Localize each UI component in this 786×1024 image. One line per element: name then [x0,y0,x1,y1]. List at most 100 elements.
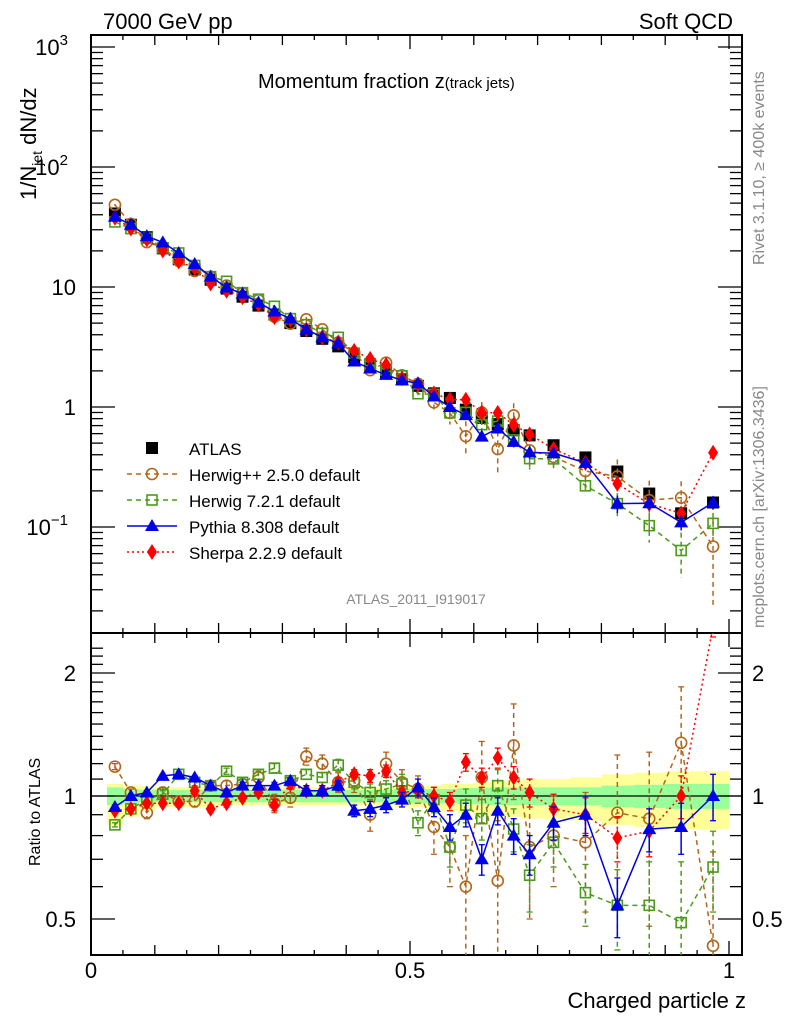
data-point [508,416,519,433]
ratio-point [428,788,439,804]
data-point [476,404,487,421]
tick-base: 1 [64,395,76,420]
ylabel-post: dN/dz [16,87,41,151]
ratio-point [173,795,184,812]
ratio-point [492,749,503,766]
ratio-point [108,760,122,773]
legend-label: Herwig++ 2.5.0 default [189,466,360,485]
ratio-point [546,815,561,828]
ratio-point [444,793,455,810]
ratio-point [269,797,280,814]
x-tick-label: 0 [85,958,97,983]
legend-label: Sherpa 2.2.9 default [189,544,342,563]
ratio-point [109,819,121,831]
data-point [139,229,154,242]
data-point [474,429,489,442]
data-point [426,389,441,402]
ratio-point [674,819,689,832]
ratio-point [712,633,714,635]
ratio-point [474,852,489,865]
data-point [578,455,593,468]
ratio-point [187,770,202,783]
plot-title: Momentum fraction z(track jets) [258,71,515,93]
ratio-point [442,819,457,832]
data-point [491,442,505,456]
ratio-point [268,762,281,774]
ratio-point [706,789,721,801]
ratio-point [707,861,719,873]
legend-entry: Herwig 7.2.1 default [127,492,340,511]
legend-entry: ATLAS [146,440,242,459]
data-point [492,404,503,421]
ratio-point [610,898,625,911]
plot-title-suffix: (track jets) [445,75,515,92]
ratio-point [189,782,200,799]
data-point [155,235,170,248]
ratio-point [426,799,441,812]
legend-label: Herwig 7.2.1 default [189,492,340,511]
ratio-point [365,767,376,784]
legend-marker [147,544,157,560]
ratio-point [410,780,425,793]
main-ylabel: 1/Njet dN/dz [16,87,45,200]
main-y-tick-label: 10−1 [26,512,68,540]
ratio-pythia-8-308-default [107,767,721,939]
ratio-point [491,874,505,888]
ratio-point [612,829,623,846]
tick-exponent: −1 [51,512,68,529]
data-point [410,376,425,389]
ratio-point [157,795,168,812]
ratio-point [267,778,282,791]
data-point [267,304,282,317]
main-y-tick-label: 103 [35,32,68,60]
ratio-point [315,757,329,770]
mcplots-label: mcplots.cern.ch [arXiv:1306.3436] [751,386,768,628]
data-point [490,421,505,434]
data-point [676,505,687,522]
ratio-point [579,836,592,849]
header-left: 7000 GeV pp [103,9,233,34]
ratio-point [299,783,314,796]
ratio-point [203,778,218,791]
ratio-point [235,778,250,791]
ylabel-sub: jet [29,151,45,167]
ratio-point [107,799,122,812]
data-point [674,515,689,528]
data-point [642,496,657,509]
data-point [347,354,362,367]
ratio-point [475,812,488,825]
ratio-point [508,769,519,786]
ratio-point [347,803,362,816]
ratio-point [458,807,473,820]
legend-entry: Herwig++ 2.5.0 default [127,466,360,485]
ratio-ylabel: Ratio to ATLAS [27,758,44,866]
data-point [331,336,346,349]
data-point [610,496,625,509]
ratio-point [221,795,232,812]
data-point [299,322,314,335]
rivet-label: Rivet 3.1.10, ≥ 400k events [751,71,768,265]
data-point [674,491,688,504]
ratio-point [643,899,656,912]
data-point [460,391,471,408]
ratio-point [123,789,138,801]
x-tick-label: 1 [723,958,735,983]
ratio-point [675,916,687,929]
ratio-y-tick-label: 0.5 [45,907,76,932]
ratio-point [642,822,657,835]
data-point [458,408,473,421]
x-axis-label: Charged particle z [567,988,746,1013]
data-point [107,209,122,222]
axes [90,34,743,956]
ratio-y-tick-label-right: 1 [752,784,764,809]
ratio-point [674,736,688,750]
plot-title-main: Momentum fraction z [258,71,445,93]
ratio-point [444,841,456,853]
data-point [708,444,719,461]
tick-exponent: 2 [60,152,68,169]
ratio-point [524,784,535,801]
ratio-y-tick-label-right: 2 [752,661,764,686]
ratio-point [460,754,471,771]
data-point [219,280,234,293]
